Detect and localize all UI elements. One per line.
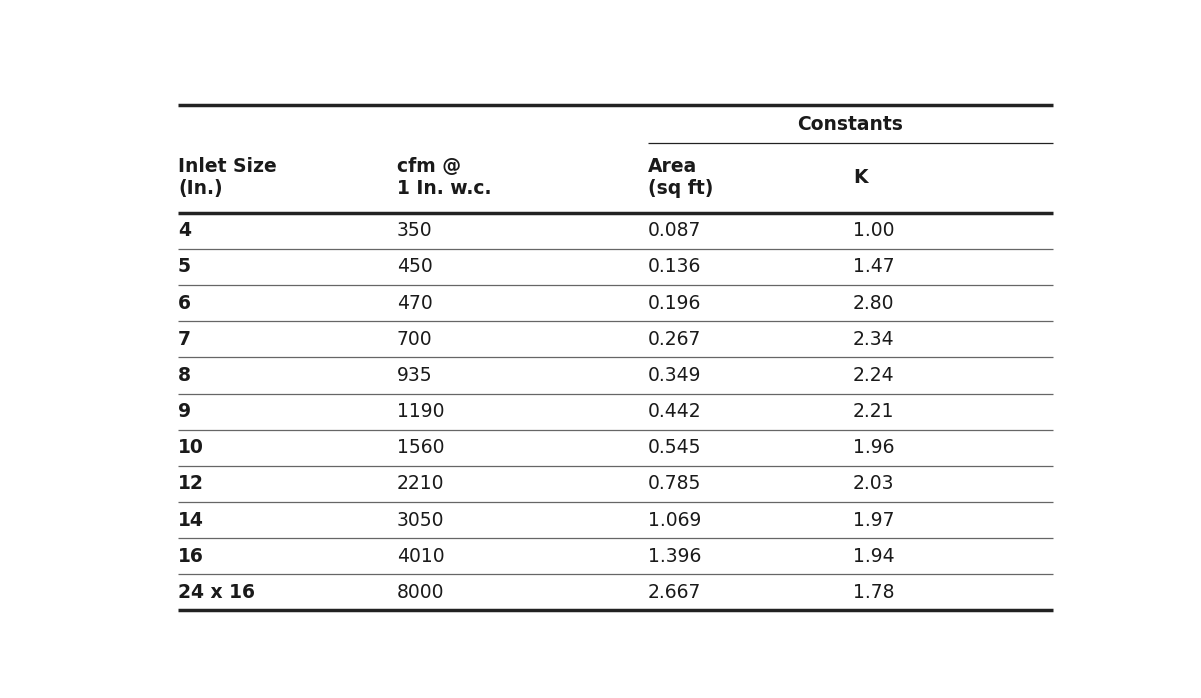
Text: 8: 8	[178, 366, 191, 385]
Text: 470: 470	[396, 294, 432, 313]
Text: K: K	[853, 168, 867, 187]
Text: 0.196: 0.196	[649, 294, 701, 313]
Text: 2.667: 2.667	[649, 583, 701, 602]
Text: Constants: Constants	[797, 114, 903, 133]
Text: 0.087: 0.087	[649, 221, 701, 240]
Text: 1560: 1560	[396, 438, 444, 457]
Text: 0.545: 0.545	[649, 438, 701, 457]
Text: 2.80: 2.80	[853, 294, 895, 313]
Text: 350: 350	[396, 221, 432, 240]
Text: 4: 4	[178, 221, 191, 240]
Text: 700: 700	[396, 329, 432, 349]
Text: 2210: 2210	[396, 475, 444, 493]
Text: 0.136: 0.136	[649, 258, 701, 276]
Text: 8000: 8000	[396, 583, 444, 602]
Text: 0.349: 0.349	[649, 366, 701, 385]
Text: 1.396: 1.396	[649, 547, 701, 566]
Text: 2.21: 2.21	[853, 402, 895, 421]
Text: 1190: 1190	[396, 402, 444, 421]
Text: 1.47: 1.47	[853, 258, 895, 276]
Text: 16: 16	[178, 547, 204, 566]
Text: 2.03: 2.03	[853, 475, 895, 493]
Text: 1.069: 1.069	[649, 510, 701, 530]
Text: 5: 5	[178, 258, 191, 276]
Text: 0.267: 0.267	[649, 329, 701, 349]
Text: 1.96: 1.96	[853, 438, 895, 457]
Text: 10: 10	[178, 438, 204, 457]
Text: Area
(sq ft): Area (sq ft)	[649, 157, 713, 198]
Text: 1.00: 1.00	[853, 221, 895, 240]
Text: 12: 12	[178, 475, 204, 493]
Text: 9: 9	[178, 402, 191, 421]
Text: 7: 7	[178, 329, 191, 349]
Text: 14: 14	[178, 510, 204, 530]
Text: 0.442: 0.442	[649, 402, 701, 421]
Text: 2.34: 2.34	[853, 329, 895, 349]
Text: 2.24: 2.24	[853, 366, 895, 385]
Text: cfm @
1 In. w.c.: cfm @ 1 In. w.c.	[396, 157, 491, 198]
Text: Inlet Size
(In.): Inlet Size (In.)	[178, 157, 276, 198]
Text: 1.78: 1.78	[853, 583, 895, 602]
Text: 24 x 16: 24 x 16	[178, 583, 255, 602]
Text: 4010: 4010	[396, 547, 444, 566]
Text: 3050: 3050	[396, 510, 444, 530]
Text: 935: 935	[396, 366, 432, 385]
Text: 0.785: 0.785	[649, 475, 701, 493]
Text: 1.97: 1.97	[853, 510, 895, 530]
Text: 6: 6	[178, 294, 191, 313]
Text: 1.94: 1.94	[853, 547, 895, 566]
Text: 450: 450	[396, 258, 432, 276]
